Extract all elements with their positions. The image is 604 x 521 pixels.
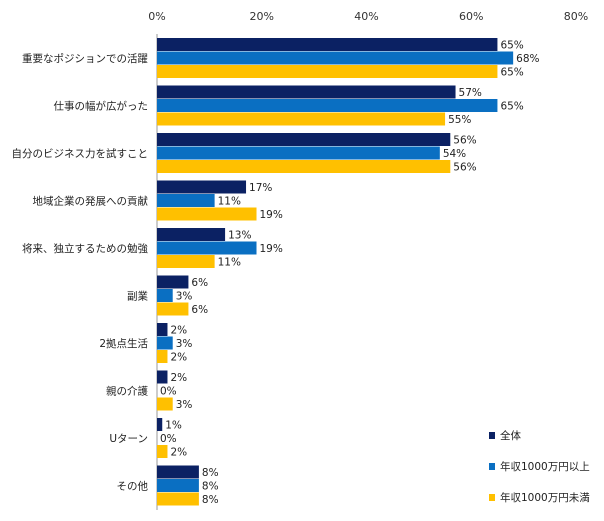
bar [157, 194, 215, 207]
category-label: 地域企業の発展への貢献 [33, 195, 149, 208]
data-label: 54% [443, 148, 466, 160]
legend-swatch [489, 463, 495, 470]
category-label: 仕事の幅が広がった [54, 100, 149, 113]
data-label: 1% [165, 420, 182, 432]
bar [157, 99, 498, 112]
bar [157, 289, 173, 302]
bar [157, 418, 163, 431]
data-label: 8% [202, 494, 219, 506]
bar [157, 207, 257, 221]
bar [157, 112, 446, 126]
legend-swatch [489, 494, 495, 501]
bar [157, 38, 498, 51]
bar [157, 255, 215, 268]
data-label: 57% [459, 87, 482, 99]
data-label: 55% [448, 114, 471, 126]
category-label: その他 [117, 480, 149, 493]
x-tick-label: 60% [459, 10, 483, 23]
legend-swatch [489, 432, 495, 439]
bar [157, 370, 168, 384]
data-label: 17% [249, 182, 272, 194]
data-label: 8% [202, 467, 219, 479]
legend-label: 年収1000万円以上 [500, 460, 590, 473]
bar [157, 241, 257, 255]
bar [157, 160, 451, 173]
data-label: 2% [170, 372, 187, 384]
data-label: 65% [500, 67, 523, 79]
x-tick-label: 80% [564, 10, 588, 23]
bar [157, 51, 514, 65]
bar [157, 465, 199, 479]
bar [157, 479, 199, 492]
data-label: 3% [176, 291, 193, 303]
data-label: 6% [191, 304, 208, 316]
category-label: 将来、独立するための勉強 [22, 242, 148, 255]
data-label: 2% [170, 447, 187, 459]
data-label: 65% [500, 40, 523, 52]
bar [157, 133, 451, 146]
category-label: Uターン [109, 433, 148, 445]
data-label: 65% [500, 101, 523, 113]
bars-group: 65%68%65%57%65%55%56%54%56%17%11%19%13%1… [157, 38, 540, 506]
data-label: 2% [170, 325, 187, 337]
bar [157, 302, 189, 316]
bar [157, 323, 168, 336]
data-label: 19% [260, 209, 283, 221]
legend-label: 年収1000万円未満 [500, 491, 590, 504]
x-axis-ticks: 0% 20% 40% 60% 80% [148, 10, 588, 23]
bar [157, 397, 173, 411]
category-label: 親の介護 [106, 385, 148, 398]
x-tick-label: 0% [148, 10, 165, 23]
x-tick-label: 20% [250, 10, 274, 23]
data-label: 56% [453, 162, 476, 174]
data-label: 6% [191, 277, 208, 289]
category-label: 2拠点生活 [99, 337, 148, 350]
data-label: 0% [160, 433, 177, 445]
category-label: 自分のビジネス力を試すこと [12, 147, 149, 160]
legend-label: 全体 [500, 429, 521, 442]
data-label: 3% [176, 399, 193, 411]
data-label: 0% [160, 386, 177, 398]
category-labels: 重要なポジションでの活躍仕事の幅が広がった自分のビジネス力を試すこと地域企業の発… [12, 52, 149, 493]
bar [157, 492, 199, 506]
data-label: 56% [453, 135, 476, 147]
data-label: 19% [260, 243, 283, 255]
bar [157, 350, 168, 363]
bar [157, 180, 247, 194]
bar [157, 336, 173, 350]
bar [157, 65, 498, 78]
data-label: 11% [218, 257, 241, 269]
bar [157, 85, 456, 99]
data-label: 13% [228, 230, 251, 242]
category-label: 副業 [127, 290, 148, 303]
data-label: 11% [218, 196, 241, 208]
bar [157, 275, 189, 289]
data-label: 8% [202, 481, 219, 493]
x-tick-label: 40% [354, 10, 378, 23]
data-label: 3% [176, 338, 193, 350]
bar [157, 445, 168, 458]
data-label: 68% [516, 53, 539, 65]
category-label: 重要なポジションでの活躍 [22, 52, 148, 65]
bar [157, 228, 226, 241]
data-label: 2% [170, 352, 187, 364]
bar [157, 146, 440, 160]
